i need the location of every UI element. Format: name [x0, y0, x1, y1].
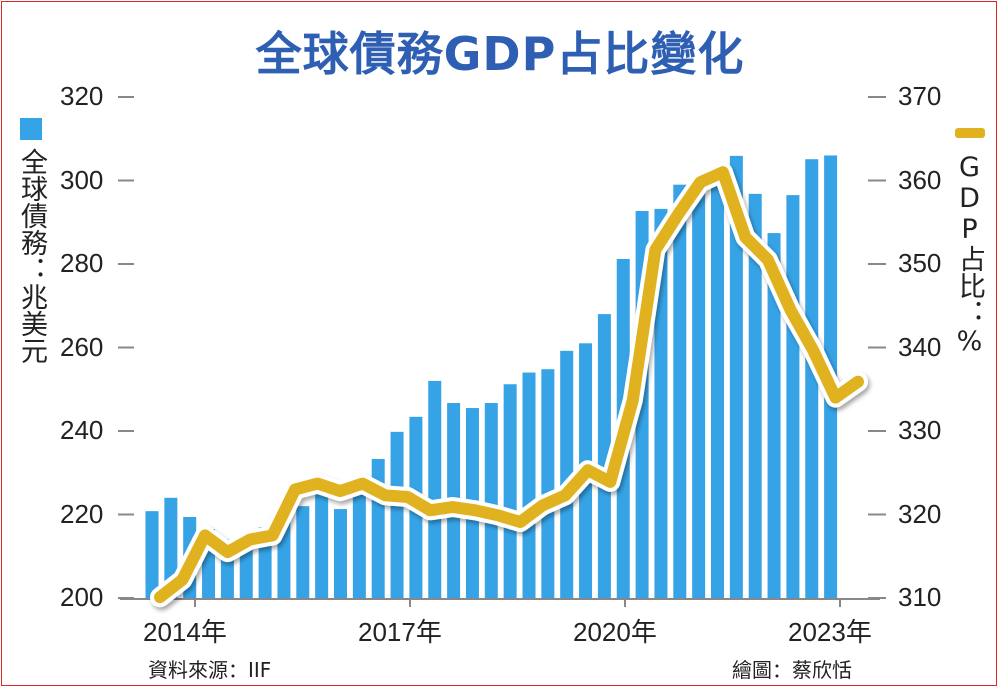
right-y-tick-label: 350 — [898, 248, 942, 278]
bar — [334, 509, 347, 598]
left-y-tick-label: 300 — [60, 164, 104, 195]
bar — [164, 497, 178, 598]
credit-note: 繪圖：蔡欣恬 — [732, 658, 852, 682]
bar — [805, 159, 819, 598]
left-axis-legend: 全球債務：兆美元 — [14, 118, 48, 364]
right-axis-legend: GDP占比：% — [952, 128, 988, 357]
gdp-ratio-line — [154, 166, 864, 604]
right-y-tick-label: 330 — [898, 415, 942, 445]
bar — [786, 195, 800, 599]
left-y-tick-label: 200 — [60, 582, 104, 612]
legend-line-swatch — [955, 128, 985, 138]
x-tick-label: 2014年 — [143, 617, 227, 647]
bar — [560, 350, 574, 598]
bar — [503, 384, 517, 598]
bar — [673, 184, 687, 599]
bar — [352, 493, 366, 598]
bar — [390, 431, 404, 598]
legend-bar-swatch — [20, 118, 42, 140]
bar — [522, 372, 536, 598]
x-tick-label: 2017年 — [358, 617, 442, 647]
bar — [484, 403, 498, 598]
x-tick-label: 2023年 — [788, 617, 872, 647]
bar — [597, 314, 611, 598]
bar — [711, 170, 724, 598]
chart-title: 全球債務GDP占比變化 — [255, 27, 745, 81]
left-axis-label: 全球債務：兆美元 — [16, 148, 47, 364]
right-y-tick-label: 360 — [898, 164, 942, 195]
source-note: 資料來源：IIF — [148, 658, 272, 682]
left-y-tick-label: 220 — [60, 498, 104, 529]
bar — [428, 380, 442, 598]
right-y-tick-label: 370 — [898, 81, 942, 111]
bar — [729, 155, 743, 598]
right-y-tick-label: 320 — [898, 498, 942, 529]
bar — [748, 193, 762, 599]
bar — [692, 183, 706, 598]
bar — [296, 506, 310, 598]
right-y-tick-label: 310 — [898, 582, 942, 612]
bar — [145, 511, 159, 598]
left-y-tick-label: 320 — [60, 81, 104, 111]
left-y-tick-label: 280 — [60, 248, 104, 278]
x-tick-label: 2020年 — [573, 617, 657, 647]
left-y-tick-label: 240 — [60, 415, 104, 445]
left-y-tick-label: 260 — [60, 331, 104, 362]
bar — [767, 233, 781, 599]
bar — [541, 369, 555, 598]
bar — [315, 493, 329, 598]
right-axis-label: GDP占比：% — [954, 152, 985, 357]
bar — [654, 208, 668, 598]
right-y-tick-label: 340 — [898, 331, 942, 362]
